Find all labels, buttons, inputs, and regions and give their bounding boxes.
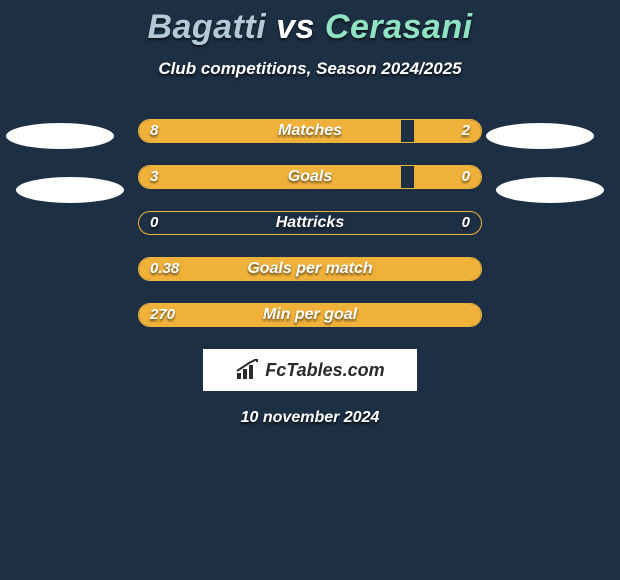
stat-row: Hattricks00 [138,211,482,235]
bar-track [138,257,482,281]
bar-fill-full [139,258,481,280]
comparison-title: Bagatti vs Cerasani [0,0,620,47]
bar-track [138,211,482,235]
player-photo-placeholder [6,123,114,149]
logo-text: FcTables.com [265,360,384,381]
player1-name: Bagatti [147,8,266,46]
bar-track [138,119,482,143]
stat-row: Goals30 [138,165,482,189]
stat-row: Min per goal270 [138,303,482,327]
bar-fill-right [414,120,481,142]
stat-row: Goals per match0.38 [138,257,482,281]
bar-track [138,165,482,189]
bar-fill-left [139,120,401,142]
chart-icon [235,359,261,381]
subtitle: Club competitions, Season 2024/2025 [0,59,620,79]
stat-row: Matches82 [138,119,482,143]
stat-value-right: 0 [462,211,470,235]
stat-value-left: 8 [150,119,158,143]
stats-container: Matches82Goals30Hattricks00Goals per mat… [0,119,620,327]
stat-value-left: 0.38 [150,257,179,281]
player-photo-placeholder [496,177,604,203]
player-photo-placeholder [486,123,594,149]
player2-name: Cerasani [325,8,473,46]
stat-value-left: 3 [150,165,158,189]
player-photo-placeholder [16,177,124,203]
stat-value-right: 0 [462,165,470,189]
date-text: 10 november 2024 [0,409,620,427]
bar-fill-full [139,304,481,326]
bar-fill-left [139,166,401,188]
stat-value-left: 270 [150,303,175,327]
fctables-logo: FcTables.com [203,349,417,391]
bar-fill-right [414,166,481,188]
bar-track [138,303,482,327]
vs-text: vs [276,8,315,46]
stat-value-left: 0 [150,211,158,235]
stat-value-right: 2 [462,119,470,143]
